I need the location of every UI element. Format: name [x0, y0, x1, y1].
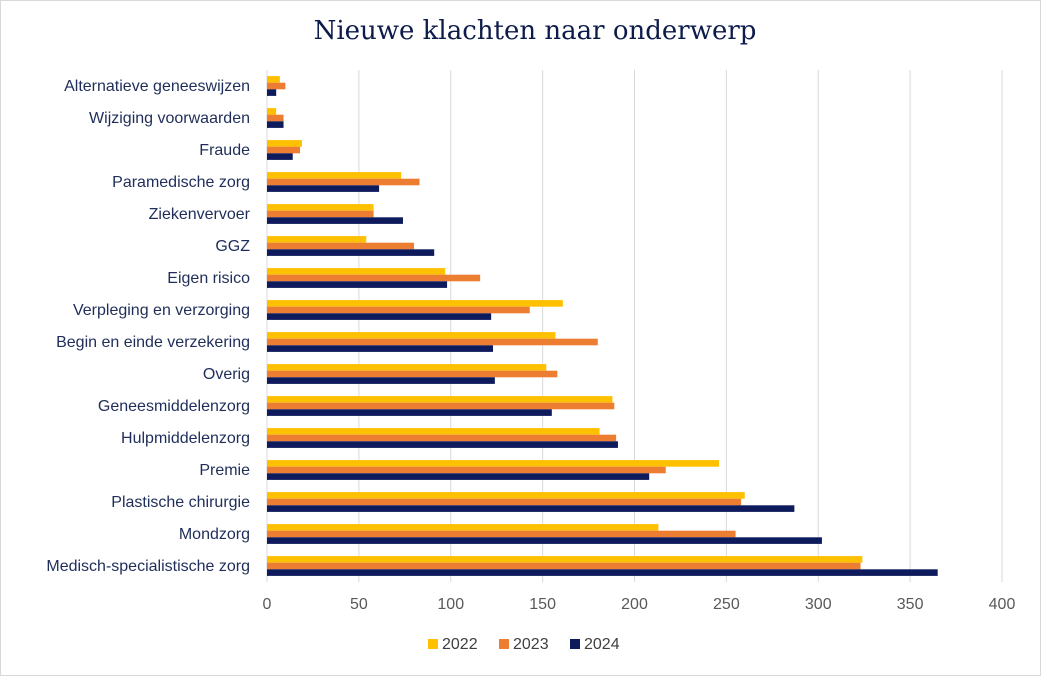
category-label: Eigen risico [167, 270, 250, 287]
legend-label-2023: 2023 [513, 636, 549, 653]
bar-2024-1 [267, 89, 277, 96]
x-tick-label-100: 100 [437, 596, 464, 613]
category-label: Hulpmiddelenzorg [121, 430, 250, 447]
bar-2022-4 [267, 172, 402, 179]
x-tick-label-50: 50 [350, 596, 368, 613]
bar-2022-1 [267, 76, 280, 83]
bar-2022-5 [267, 204, 374, 211]
legend-label-2022: 2022 [442, 636, 478, 653]
legend-swatch-2023 [499, 639, 509, 649]
category-label: Wijziging voorwaarden [89, 110, 250, 127]
bar-2022-16 [267, 556, 863, 563]
x-tick-label-400: 400 [989, 596, 1016, 613]
category-labels: Alternatieve geneeswijzen Wijziging voorw… [46, 78, 250, 575]
bar-2022-13 [267, 460, 720, 467]
bar-2023-13 [267, 466, 666, 474]
bar-2023-9 [267, 338, 598, 346]
bar-2022-14 [267, 492, 745, 499]
category-label: Paramedische zorg [112, 174, 250, 191]
bars [267, 76, 938, 576]
bar-2022-6 [267, 236, 367, 243]
bar-2022-8 [267, 300, 563, 307]
bar-2024-6 [267, 249, 435, 256]
bar-2023-5 [267, 210, 374, 218]
bar-2022-9 [267, 332, 556, 339]
bar-2023-16 [267, 562, 861, 570]
category-label: Ziekenvervoer [149, 206, 251, 223]
category-label: Medisch-specialistische zorg [46, 558, 250, 575]
bar-2024-13 [267, 473, 650, 480]
legend-swatch-2022 [428, 639, 438, 649]
x-tick-label-300: 300 [805, 596, 832, 613]
bar-2024-2 [267, 121, 284, 128]
category-label: Overig [203, 366, 250, 383]
bar-2023-7 [267, 274, 481, 282]
x-tick-labels: 0 50 100 150 200 250 300 350 400 [263, 596, 1016, 613]
bar-2023-10 [267, 370, 558, 378]
bar-2022-11 [267, 396, 613, 403]
x-tick-label-150: 150 [529, 596, 556, 613]
bar-2024-16 [267, 569, 938, 576]
bar-2022-2 [267, 108, 277, 115]
bar-2022-12 [267, 428, 600, 435]
bar-2022-15 [267, 524, 659, 531]
x-tick-label-200: 200 [621, 596, 648, 613]
legend-swatch-2024 [570, 639, 580, 649]
bar-2023-4 [267, 178, 420, 186]
category-label: Fraude [199, 142, 250, 159]
bar-2023-6 [267, 242, 414, 250]
bar-2022-7 [267, 268, 446, 275]
category-label: GGZ [215, 238, 250, 255]
bar-2024-7 [267, 281, 448, 288]
x-tick-label-0: 0 [263, 596, 272, 613]
bar-2023-1 [267, 82, 286, 90]
category-label: Plastische chirurgie [111, 494, 250, 511]
bar-2024-5 [267, 217, 403, 224]
category-label: Begin en einde verzekering [56, 334, 250, 351]
bar-2023-2 [267, 114, 284, 122]
bar-2023-11 [267, 402, 615, 410]
bar-2024-14 [267, 505, 795, 512]
bar-2023-14 [267, 498, 742, 506]
bar-2024-4 [267, 185, 380, 192]
bar-2024-10 [267, 377, 495, 384]
bar-2024-3 [267, 153, 293, 160]
legend: 2022 2023 2024 [428, 636, 620, 653]
chart-title: Nieuwe klachten naar onderwerp [314, 16, 757, 46]
category-label: Alternatieve geneeswijzen [64, 78, 250, 95]
x-tick-label-350: 350 [897, 596, 924, 613]
category-label: Mondzorg [179, 526, 250, 543]
bar-2022-3 [267, 140, 302, 147]
bar-2023-12 [267, 434, 617, 442]
category-label: Premie [199, 462, 250, 479]
x-tick-label-250: 250 [713, 596, 740, 613]
category-label: Verpleging en verzorging [73, 302, 250, 319]
bar-2024-9 [267, 345, 494, 352]
bar-2023-15 [267, 530, 736, 538]
bar-2023-8 [267, 306, 530, 314]
bar-2024-8 [267, 313, 492, 320]
bar-2023-3 [267, 146, 301, 154]
category-label: Geneesmiddelenzorg [98, 398, 250, 415]
bar-2022-10 [267, 364, 547, 371]
bar-2024-12 [267, 441, 618, 448]
bar-2024-15 [267, 537, 822, 544]
bar-2024-11 [267, 409, 552, 416]
legend-label-2024: 2024 [584, 636, 620, 653]
